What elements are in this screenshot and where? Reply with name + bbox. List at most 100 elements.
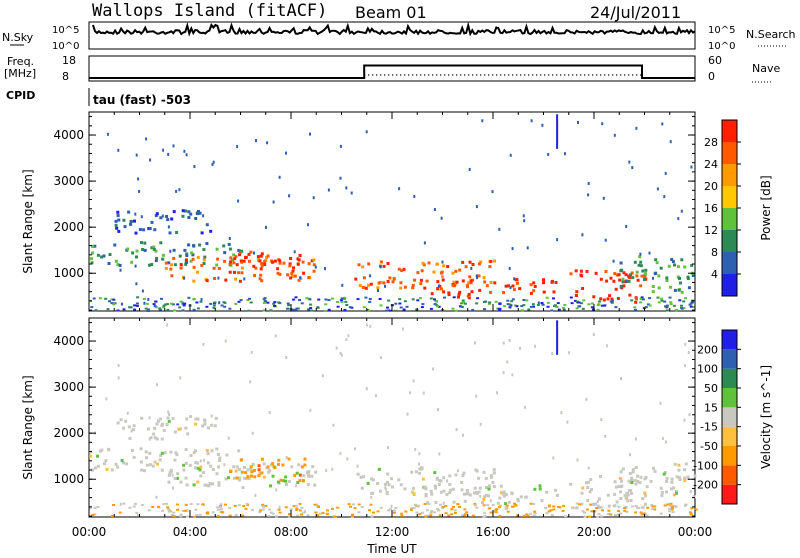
data-cell [607, 504, 611, 508]
data-cell [289, 508, 293, 511]
nsky-tick-top: 10^5 [52, 25, 79, 36]
data-cell [306, 473, 310, 476]
data-cell [448, 491, 452, 495]
data-cell [474, 341, 476, 345]
data-cell [321, 374, 324, 378]
data-cell [158, 308, 162, 311]
data-cell [116, 421, 120, 425]
data-cell [458, 506, 462, 508]
data-cell [659, 401, 662, 405]
nsearch-tick-top: 10^5 [708, 25, 735, 36]
data-cell [211, 468, 215, 471]
data-cell [262, 462, 266, 466]
data-cell [287, 457, 291, 461]
data-cell [341, 283, 344, 287]
data-cell [182, 468, 186, 472]
data-cell [235, 465, 239, 469]
data-cell [617, 485, 621, 488]
data-cell [416, 299, 420, 302]
data-cell [169, 470, 173, 473]
data-cell [154, 300, 158, 303]
data-cell [196, 211, 199, 214]
data-cell [641, 269, 645, 273]
data-cell [638, 255, 642, 259]
data-cell [575, 307, 579, 310]
data-cell [437, 284, 440, 288]
data-cell [173, 430, 177, 434]
data-cell [502, 341, 505, 345]
data-cell [153, 426, 157, 430]
data-cell [170, 274, 174, 278]
data-cell [145, 456, 149, 460]
data-cell [300, 465, 304, 469]
data-cell [199, 459, 202, 463]
data-cell [194, 508, 198, 511]
data-cell [93, 506, 97, 509]
data-cell [421, 477, 425, 481]
data-cell [155, 256, 159, 260]
data-cell [478, 486, 482, 490]
data-cell [173, 458, 177, 462]
data-cell [617, 505, 621, 508]
data-cell [143, 241, 147, 245]
data-cell [285, 151, 287, 155]
data-cell [533, 512, 537, 515]
data-cell [166, 506, 170, 509]
data-cell [299, 276, 302, 280]
data-cell [498, 308, 502, 311]
data-cell [224, 503, 227, 506]
data-cell [263, 301, 266, 304]
data-cell [184, 461, 188, 465]
data-cell [181, 301, 184, 305]
data-cell [646, 506, 650, 509]
data-cell [114, 259, 118, 263]
data-cell [240, 271, 244, 275]
data-cell [669, 502, 673, 505]
data-cell [162, 503, 166, 506]
data-cell [282, 479, 286, 483]
data-cell [205, 483, 209, 487]
data-cell [484, 476, 488, 480]
data-cell [670, 480, 674, 484]
data-cell [201, 424, 205, 428]
data-cell [89, 257, 93, 261]
data-cell [540, 499, 544, 503]
data-cell [205, 448, 209, 452]
data-cell [411, 486, 415, 490]
data-cell [660, 299, 664, 302]
data-cell [286, 307, 290, 310]
data-cell [298, 473, 302, 477]
data-cell [370, 495, 373, 499]
data-cell [640, 513, 644, 516]
data-cell [202, 342, 205, 346]
data-cell [416, 505, 420, 508]
data-cell [593, 510, 597, 513]
data-cell [284, 506, 288, 509]
data-cell [278, 505, 281, 509]
data-cell [418, 467, 422, 471]
data-cell [442, 264, 446, 268]
data-cell [419, 282, 423, 286]
data-cell [589, 478, 593, 482]
data-cell [465, 489, 469, 492]
data-cell [189, 259, 193, 263]
data-cell [298, 509, 302, 512]
data-cell [419, 278, 423, 282]
data-cell [677, 217, 680, 221]
data-cell [379, 260, 383, 264]
data-cell [410, 470, 414, 474]
data-cell [224, 477, 228, 481]
data-cell [238, 279, 242, 283]
data-cell [212, 266, 216, 270]
data-cell [522, 214, 525, 218]
data-cell [235, 476, 239, 480]
data-cell [644, 502, 647, 506]
data-cell [589, 503, 593, 506]
data-cell [450, 513, 454, 516]
colorbar-swatch [722, 465, 737, 485]
data-cell [260, 264, 264, 268]
data-cell [583, 511, 586, 514]
data-cell [615, 273, 619, 277]
data-cell [629, 499, 633, 502]
data-cell [167, 225, 170, 229]
